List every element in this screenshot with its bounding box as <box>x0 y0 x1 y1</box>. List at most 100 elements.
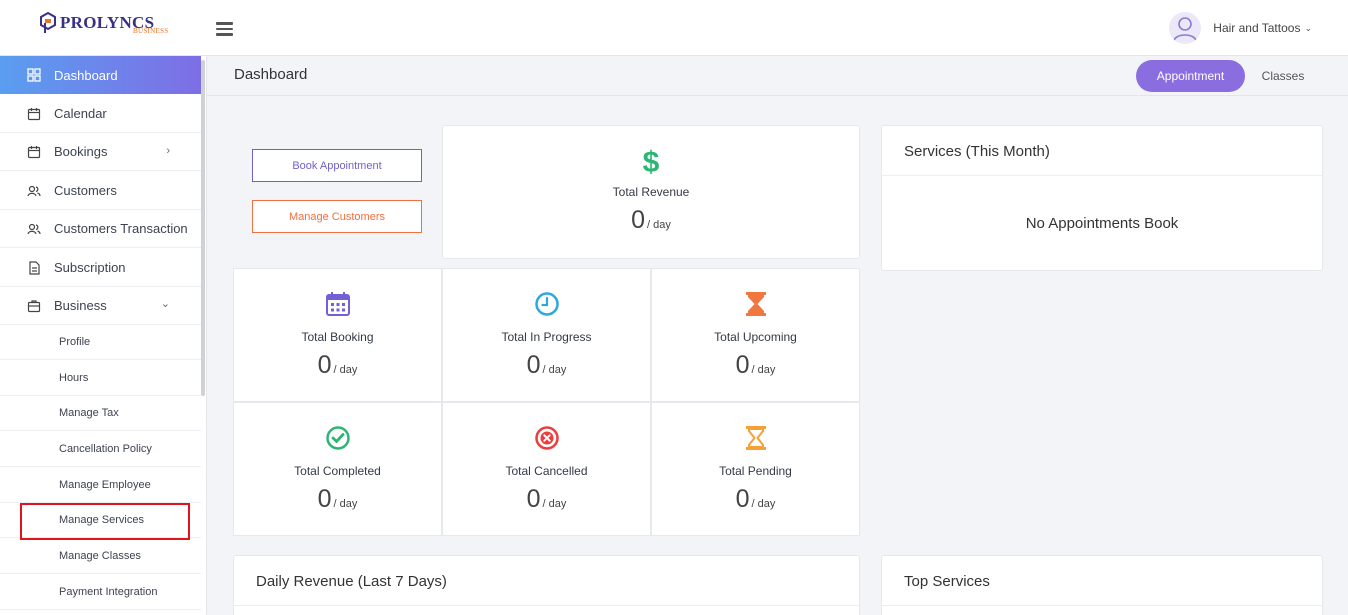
stat-number: 0 <box>735 351 750 379</box>
stat-label: Total Revenue <box>612 185 690 199</box>
sidebar-subitem-label: Payment Integration <box>59 586 158 598</box>
grid-icon <box>27 68 41 82</box>
sidebar-subitem-label: Manage Services <box>59 514 144 526</box>
avatar <box>1169 12 1202 44</box>
stat-unit: / day <box>542 364 567 376</box>
stat-unit: / day <box>333 364 358 376</box>
sidebar-item-business[interactable]: Business ⌄ <box>0 287 201 325</box>
stat-label: Total Upcoming <box>714 330 797 344</box>
total-in-progress-card: Total In Progress 0/ day <box>442 268 651 402</box>
sidebar-subitem-cancellation-policy[interactable]: Cancellation Policy <box>0 432 201 467</box>
stat-number: 0 <box>317 485 332 513</box>
sidebar-item-label: Customers Transaction <box>54 221 188 236</box>
sidebar-item-label: Calendar <box>54 106 107 121</box>
users-icon <box>27 184 41 198</box>
divider <box>882 175 1322 176</box>
divider <box>882 605 1322 606</box>
stat-label: Total Cancelled <box>505 464 588 478</box>
user-icon <box>1173 17 1198 42</box>
sidebar-subitem-label: Cancellation Policy <box>59 443 152 455</box>
stat-unit: / day <box>751 498 776 510</box>
sidebar-subitem-manage-services[interactable]: Manage Services <box>0 503 201 538</box>
sidebar-subitem-manage-employee[interactable]: Manage Employee <box>0 468 201 503</box>
book-appointment-button[interactable]: Book Appointment <box>252 149 422 182</box>
sidebar-subitem-label: Manage Classes <box>59 550 141 562</box>
stat-unit: / day <box>542 498 567 510</box>
stat-value: 0/ day <box>443 485 650 514</box>
sidebar-item-subscription[interactable]: Subscription <box>0 249 201 287</box>
total-booking-card: Total Booking 0/ day <box>233 268 442 402</box>
user-menu[interactable]: Hair and Tattoos ⌄ <box>1169 12 1312 44</box>
sidebar-item-label: Dashboard <box>54 67 118 83</box>
document-icon <box>27 260 41 275</box>
hourglass-icon <box>745 292 766 316</box>
stat-value: 0/ day <box>443 206 859 235</box>
users-icon <box>27 222 41 236</box>
sidebar-subitem-label: Manage Tax <box>59 407 119 419</box>
services-month-card: Services (This Month) No Appointments Bo… <box>881 125 1323 271</box>
total-pending-card: Total Pending 0/ day <box>651 402 860 536</box>
stat-number: 0 <box>735 485 750 513</box>
sidebar-subitem-manage-tax[interactable]: Manage Tax <box>0 396 201 431</box>
svg-text:$: $ <box>643 146 660 176</box>
sidebar-item-label: Subscription <box>54 260 126 275</box>
divider <box>207 95 1348 96</box>
stat-value: 0/ day <box>443 351 650 380</box>
card-title: Top Services <box>904 573 990 590</box>
sidebar: Dashboard Calendar Bookings › Customers … <box>0 56 207 615</box>
sidebar-subitem-manage-classes[interactable]: Manage Classes <box>0 539 201 574</box>
logo-icon <box>40 12 56 33</box>
divider <box>234 605 859 606</box>
chevron-down-icon: ⌄ <box>1304 22 1312 33</box>
stat-number: 0 <box>526 485 541 513</box>
sidebar-subitem-payment-integration[interactable]: Payment Integration <box>0 575 201 610</box>
card-title: Services (This Month) <box>904 143 1050 160</box>
stat-value: 0/ day <box>234 485 441 514</box>
total-completed-card: Total Completed 0/ day <box>233 402 442 536</box>
hourglass-outline-icon <box>745 426 766 450</box>
sidebar-subitem-label: Manage Employee <box>59 479 151 491</box>
hamburger-icon[interactable] <box>216 22 233 36</box>
dollar-icon: $ <box>643 146 660 176</box>
stat-label: Total Pending <box>719 464 792 478</box>
chevron-right-icon: › <box>166 145 170 157</box>
stat-number: 0 <box>317 351 332 379</box>
stat-label: Total In Progress <box>501 330 592 344</box>
sidebar-subitem-label: Hours <box>59 372 89 384</box>
sidebar-item-calendar[interactable]: Calendar <box>0 95 201 133</box>
sidebar-item-bookings[interactable]: Bookings › <box>0 133 201 171</box>
brand-name: PROLYNCS <box>60 13 155 32</box>
check-circle-icon <box>325 426 350 450</box>
tab-appointment[interactable]: Appointment <box>1136 60 1245 92</box>
sidebar-item-dashboard[interactable]: Dashboard <box>0 56 201 94</box>
total-cancelled-card: Total Cancelled 0/ day <box>442 402 651 536</box>
calendar-grid-icon <box>325 292 350 316</box>
sidebar-scrollbar[interactable] <box>201 60 205 396</box>
calendar-icon <box>27 145 41 159</box>
daily-revenue-card: Daily Revenue (Last 7 Days) <box>233 555 860 615</box>
sidebar-item-label: Bookings <box>54 144 108 159</box>
top-bar: PROLYNCS BUSINESS Hair and Tattoos ⌄ <box>0 0 1348 56</box>
stat-label: Total Booking <box>301 330 374 344</box>
manage-customers-button[interactable]: Manage Customers <box>252 200 422 233</box>
empty-state-text: No Appointments Book <box>1025 215 1179 232</box>
sidebar-subitem-hours[interactable]: Hours <box>0 361 201 396</box>
stat-unit: / day <box>647 219 671 231</box>
brand-logo[interactable]: PROLYNCS <box>40 12 154 34</box>
sidebar-subitem-profile[interactable]: Profile <box>0 325 201 360</box>
sidebar-subitem-label: Profile <box>59 336 91 348</box>
stat-unit: / day <box>751 364 776 376</box>
page-title: Dashboard <box>234 66 308 83</box>
user-name: Hair and Tattoos <box>1213 21 1301 35</box>
tab-classes[interactable]: Classes <box>1261 69 1305 83</box>
top-services-card: Top Services <box>881 555 1323 615</box>
total-upcoming-card: Total Upcoming 0/ day <box>651 268 860 402</box>
sidebar-item-customers-transaction[interactable]: Customers Transaction <box>0 210 201 248</box>
stat-number: 0 <box>526 351 541 379</box>
sidebar-item-customers[interactable]: Customers <box>0 172 201 210</box>
stat-number: 0 <box>631 206 646 234</box>
sidebar-item-label: Customers <box>54 183 117 198</box>
chevron-down-icon: ⌄ <box>160 298 170 310</box>
clock-icon <box>534 292 559 316</box>
bag-icon <box>27 299 41 313</box>
